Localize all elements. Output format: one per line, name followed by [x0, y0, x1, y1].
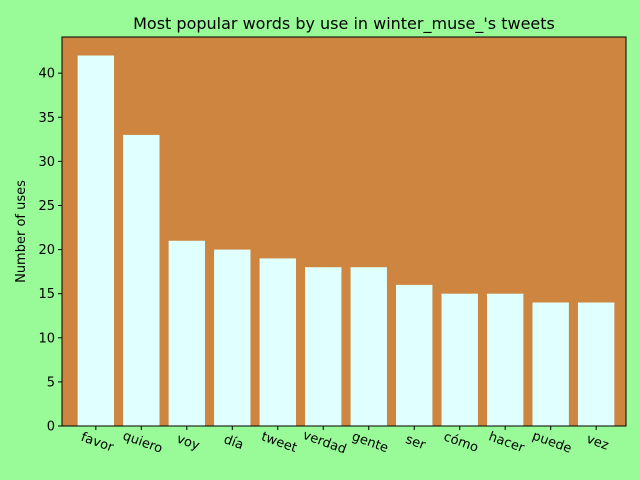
y-axis-label: Number of uses [14, 180, 29, 283]
y-axis: 0 5 10 15 20 25 30 35 40 [38, 67, 62, 435]
x-tick-label: verdad [301, 428, 349, 458]
x-tick-label: ser [403, 432, 428, 453]
y-tick-label: 0 [47, 420, 55, 435]
y-tick-label: 30 [38, 155, 55, 170]
y-tick-label: 35 [38, 111, 55, 126]
bar-vez [577, 302, 615, 426]
x-tick-label: cómo [442, 430, 481, 456]
bar-favor [77, 55, 115, 427]
x-tick-label: día [222, 432, 246, 453]
x-tick-label: gente [350, 429, 390, 456]
x-tick-label: favor [79, 430, 116, 456]
x-tick-label: vez [584, 432, 610, 454]
bar-gente [350, 267, 387, 426]
chart-title: Most popular words by use in winter_muse… [133, 14, 555, 34]
bar-día [214, 249, 251, 426]
plot-frame [61, 36, 627, 427]
bar-puede [532, 302, 569, 426]
x-axis: favor quiero voy día tweet verdad gente ser cómo… [79, 426, 611, 458]
bar-voy [168, 240, 205, 426]
bars-group [77, 55, 615, 427]
bar-ser [396, 284, 433, 426]
x-tick-label: voy [174, 432, 201, 454]
y-tick-label: 20 [38, 243, 55, 258]
x-tick-label: puede [530, 429, 573, 457]
bar-cómo [441, 293, 478, 426]
y-tick-label: 40 [38, 67, 55, 82]
y-tick-label: 5 [47, 375, 55, 390]
x-tick-label: hacer [487, 429, 527, 456]
y-tick-label: 10 [38, 331, 55, 346]
bar-quiero [123, 134, 160, 426]
bar-tweet [259, 258, 296, 426]
x-tick-label: quiero [121, 429, 165, 457]
bar-verdad [305, 267, 342, 426]
y-tick-label: 25 [38, 199, 55, 214]
bar-hacer [487, 293, 524, 426]
x-tick-label: tweet [259, 429, 299, 456]
y-tick-label: 15 [38, 287, 55, 302]
